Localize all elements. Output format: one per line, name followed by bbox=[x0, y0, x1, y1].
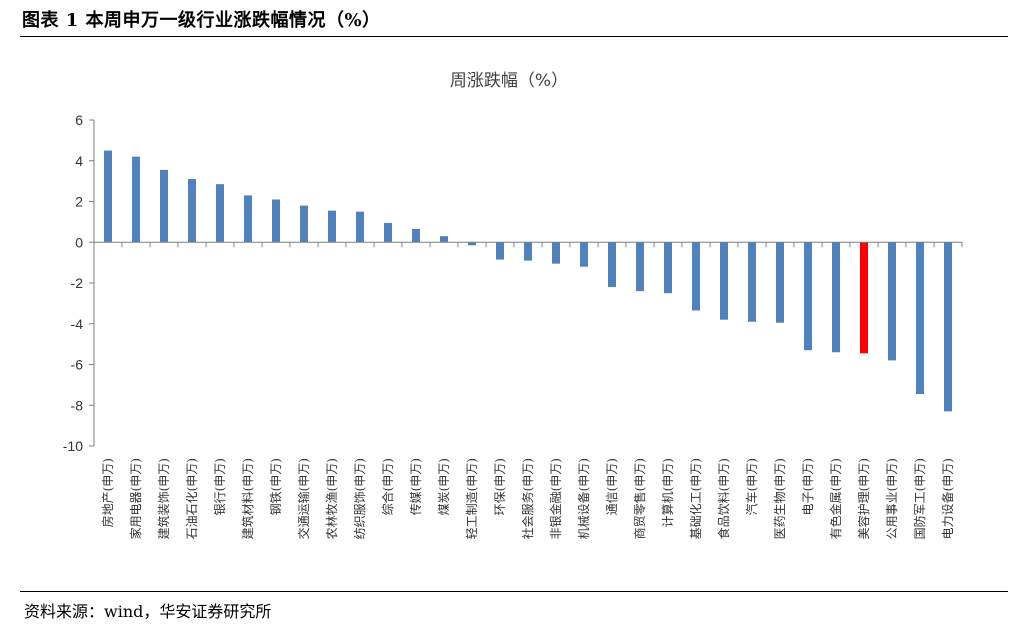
x-tick-label: 基础化工(申万) bbox=[689, 458, 703, 539]
bottom-rule bbox=[20, 591, 1008, 592]
bar bbox=[524, 242, 532, 261]
bar bbox=[328, 210, 336, 243]
bar bbox=[888, 242, 896, 361]
x-tick-label: 电子(申万) bbox=[801, 458, 815, 515]
x-tick-label: 通信(申万) bbox=[605, 458, 619, 515]
x-tick-label: 计算机(申万) bbox=[660, 458, 675, 527]
x-tick-label: 家用电器(申万) bbox=[128, 458, 143, 539]
bar bbox=[216, 184, 224, 243]
x-tick-label: 机械设备(申万) bbox=[576, 458, 591, 539]
x-tick-label: 煤炭(申万) bbox=[437, 458, 451, 515]
y-axis: 6 4 2 0 -2 -4 -6 -8 -10 bbox=[63, 112, 95, 454]
bar bbox=[664, 242, 672, 294]
y-tick-label: -6 bbox=[71, 357, 84, 373]
bar bbox=[188, 179, 196, 243]
x-tick-label: 电力设备(申万) bbox=[941, 458, 955, 539]
bar bbox=[244, 195, 252, 243]
x-tick-label: 交通运输(申万) bbox=[296, 458, 311, 539]
bar bbox=[384, 222, 392, 243]
y-tick-label: -2 bbox=[71, 275, 84, 291]
x-tick-label: 房地产(申万) bbox=[100, 458, 115, 527]
x-tick-label: 石油石化(申万) bbox=[185, 458, 199, 539]
y-tick-label: -10 bbox=[63, 438, 83, 454]
bar bbox=[356, 211, 364, 243]
bar bbox=[692, 242, 700, 311]
bars bbox=[104, 150, 952, 412]
x-tick-label: 建筑材料(申万) bbox=[240, 458, 255, 539]
bar bbox=[580, 242, 588, 267]
bar bbox=[132, 156, 140, 243]
x-tick-label: 国防军工(申万) bbox=[912, 458, 927, 539]
x-tick-label: 公用事业(申万) bbox=[885, 458, 899, 539]
top-rule bbox=[20, 36, 1008, 37]
y-tick-label: -8 bbox=[71, 397, 84, 413]
bar bbox=[636, 242, 644, 292]
bar bbox=[804, 242, 812, 351]
bar bbox=[720, 242, 728, 320]
x-axis bbox=[93, 241, 963, 248]
x-tick-label: 综合(申万) bbox=[380, 458, 395, 515]
bar bbox=[160, 169, 168, 243]
x-tick-label: 建筑装饰(申万) bbox=[156, 458, 171, 539]
x-tick-labels: 房地产(申万) 家用电器(申万) 建筑装饰(申万) 石油石化(申万) 银行(申万) 建筑材… bbox=[100, 458, 955, 539]
bar bbox=[944, 242, 952, 412]
x-tick-label: 银行(申万) bbox=[213, 458, 227, 515]
bar bbox=[776, 242, 784, 323]
x-tick-label: 美容护理(申万) bbox=[856, 458, 871, 539]
bar bbox=[468, 242, 476, 246]
y-tick-label: 6 bbox=[75, 112, 83, 128]
bar bbox=[832, 242, 840, 353]
x-tick-label: 商贸零售(申万) bbox=[632, 458, 647, 539]
bar bbox=[272, 199, 280, 243]
x-tick-label: 钢铁(申万) bbox=[269, 458, 283, 515]
x-tick-label: 食品饮料(申万) bbox=[716, 458, 731, 539]
x-tick-label: 有色金属(申万) bbox=[828, 458, 843, 539]
y-tick-label: 4 bbox=[75, 153, 83, 169]
x-tick-label: 汽车(申万) bbox=[744, 458, 759, 515]
x-tick-label: 环保(申万) bbox=[493, 458, 507, 515]
y-tick-label: 0 bbox=[75, 234, 83, 250]
x-tick-label: 纺织服饰(申万) bbox=[353, 458, 367, 539]
bar-chart: 周涨跌幅（%） 6 4 2 0 -2 -4 -6 -8 -10 房地产(申万) 家用电器(申万) 建… bbox=[63, 71, 963, 539]
bar bbox=[104, 150, 112, 243]
source-note: 资料来源：wind，华安证券研究所 bbox=[24, 602, 272, 621]
bar bbox=[412, 229, 420, 243]
y-tick-label: -4 bbox=[71, 316, 84, 332]
bar bbox=[860, 242, 868, 354]
x-tick-label: 社会服务(申万) bbox=[520, 458, 535, 539]
y-tick-label: 2 bbox=[75, 194, 83, 210]
chart-title: 周涨跌幅（%） bbox=[450, 71, 568, 91]
bar bbox=[748, 242, 756, 322]
x-tick-label: 农林牧渔(申万) bbox=[325, 458, 339, 539]
x-tick-label: 轻工制造(申万) bbox=[465, 458, 479, 539]
bar bbox=[552, 242, 560, 264]
bar bbox=[916, 242, 924, 395]
bar bbox=[496, 242, 504, 260]
figure-title: 图表 1 本周申万一级行业涨跌幅情况（%） bbox=[22, 10, 381, 31]
x-tick-label: 医药生物(申万) bbox=[773, 458, 787, 539]
bar bbox=[440, 236, 448, 243]
bar bbox=[300, 205, 308, 243]
x-tick-label: 传媒(申万) bbox=[408, 458, 423, 515]
bar bbox=[608, 242, 616, 288]
x-tick-label: 非银金融(申万) bbox=[548, 458, 563, 539]
